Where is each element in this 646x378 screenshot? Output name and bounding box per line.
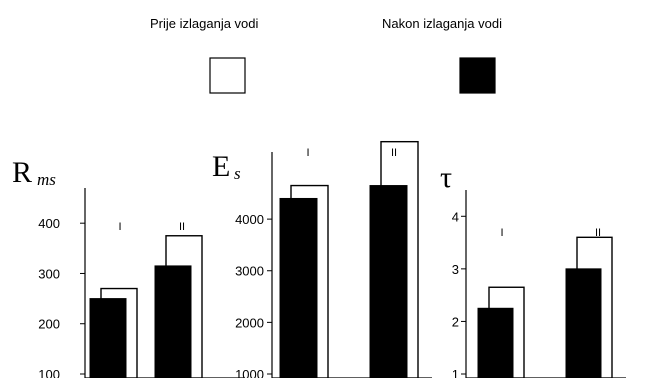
- y-tick-label: 300: [38, 266, 60, 281]
- group-label: I: [118, 221, 121, 233]
- legend-swatch-before: [209, 57, 246, 94]
- y-tick-label: 4000: [235, 212, 264, 227]
- panel-2-symbol: E: [212, 150, 230, 183]
- y-tick-label: 400: [38, 216, 60, 231]
- group-label: II: [391, 147, 397, 159]
- y-tick-label: 3000: [235, 264, 264, 279]
- bar-after-I: [89, 298, 127, 378]
- y-tick-label: 4: [452, 209, 459, 224]
- group-label: I: [500, 227, 503, 239]
- panel-2-symbol-sub: s: [234, 164, 241, 183]
- panel-1-symbol-sub: ms: [37, 170, 56, 189]
- legend-label-before: Prije izlaganja vodi: [150, 16, 259, 31]
- group-label: II: [179, 221, 185, 233]
- bar-after-I: [477, 307, 514, 378]
- panel-1-symbol: R: [12, 156, 32, 189]
- bar-after-II: [369, 185, 408, 378]
- group-label: II: [595, 227, 601, 239]
- y-tick-label: 2000: [235, 315, 264, 330]
- legend-label-after: Nakon izlaganja vodi: [382, 16, 502, 31]
- bar-after-I: [279, 197, 318, 378]
- y-tick-label: 2: [452, 314, 459, 329]
- group-label: I: [306, 147, 309, 159]
- y-tick-label: 1: [452, 367, 459, 378]
- y-tick-label: 3: [452, 262, 459, 277]
- panel-3-symbol: τ: [440, 161, 452, 194]
- y-tick-label: 200: [38, 317, 60, 332]
- bar-after-II: [565, 268, 602, 378]
- y-tick-label: 1000: [235, 367, 264, 378]
- legend-swatch-after: [459, 57, 496, 94]
- bar-after-II: [154, 265, 192, 378]
- y-tick-label: 100: [38, 367, 60, 378]
